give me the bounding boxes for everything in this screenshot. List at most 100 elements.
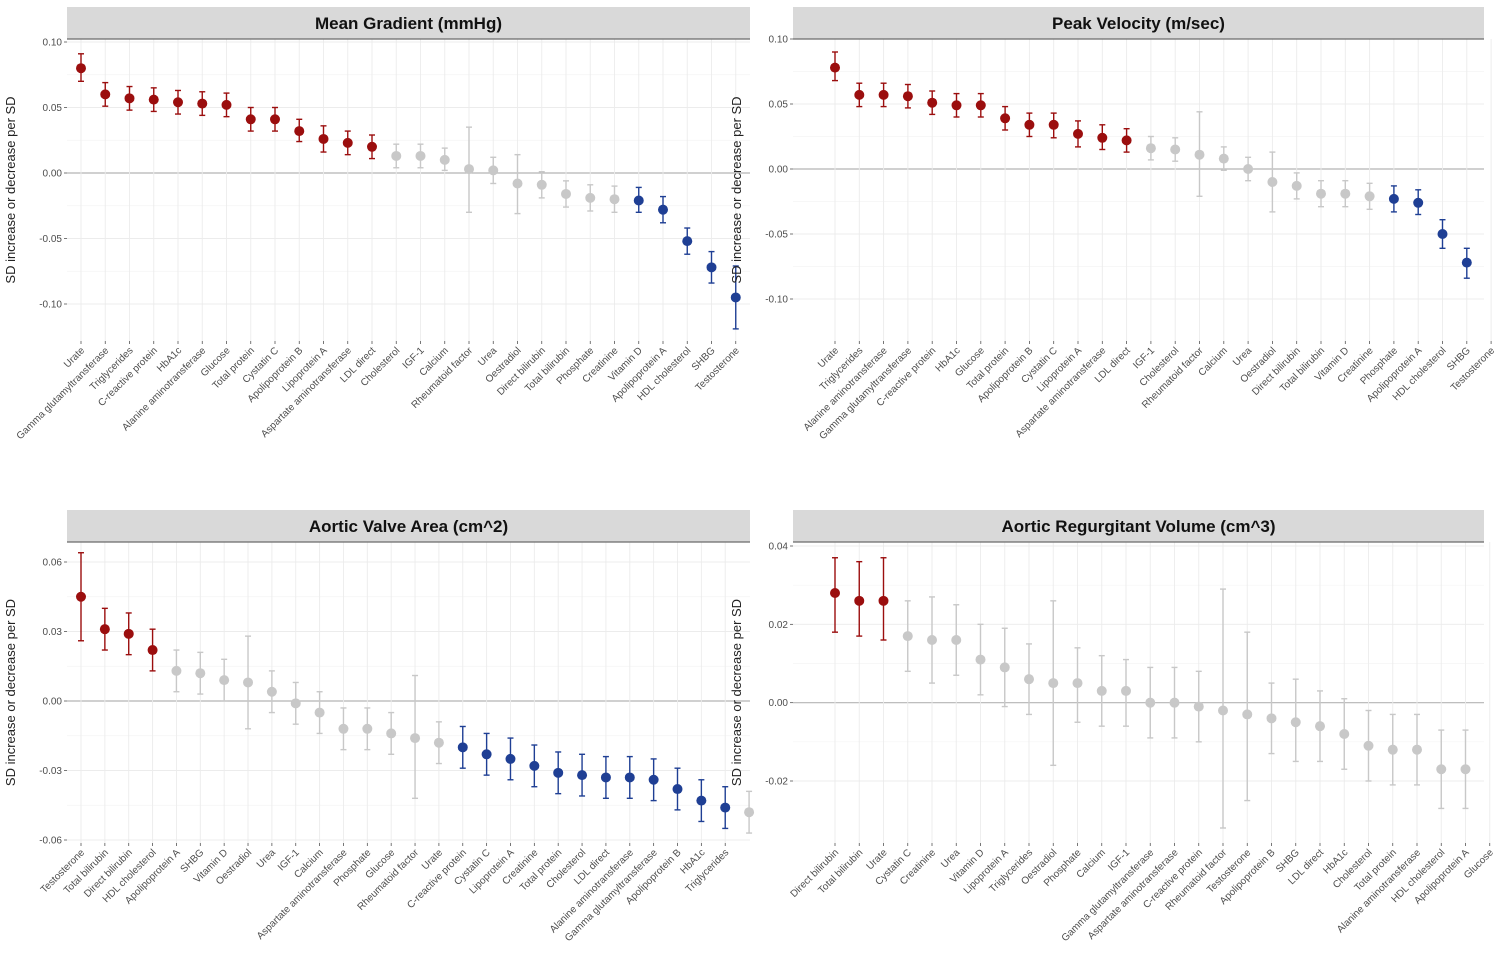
estimate-point-group xyxy=(830,51,840,82)
estimate-point xyxy=(1290,717,1301,728)
estimate-point xyxy=(391,150,402,161)
estimate-point xyxy=(633,195,644,206)
estimate-point-group xyxy=(1460,729,1471,810)
estimate-point-group xyxy=(1145,666,1156,739)
estimate-point xyxy=(1340,188,1351,199)
panel-title: Aortic Regurgitant Volume (cm^3) xyxy=(1001,517,1275,536)
estimate-point-group xyxy=(512,153,523,215)
chart-mean-gradient: Mean Gradient (mmHg) -0.10 -0.05 0.00 0.05 0.… xyxy=(3,7,750,442)
estimate-point-group xyxy=(902,83,913,109)
estimate-point xyxy=(830,588,840,598)
estimate-point xyxy=(553,767,564,778)
y-tick-label: -0.02 xyxy=(765,777,788,788)
estimate-point xyxy=(706,262,717,273)
estimate-point xyxy=(338,723,349,734)
estimate-point xyxy=(318,133,329,144)
y-axis-label: SD increase or decrease per SD xyxy=(3,599,18,786)
estimate-point xyxy=(1436,764,1447,775)
estimate-point-group xyxy=(1388,185,1399,213)
estimate-point xyxy=(1145,143,1156,154)
estimate-point xyxy=(561,188,571,199)
estimate-point-group xyxy=(1024,112,1035,138)
estimate-point xyxy=(1096,685,1107,696)
estimate-point xyxy=(1218,705,1228,716)
estimate-point-group xyxy=(648,758,659,802)
estimate-point-group xyxy=(830,557,840,633)
estimate-point xyxy=(505,753,516,764)
estimate-point xyxy=(730,292,741,303)
estimate-point xyxy=(1461,257,1472,268)
estimate-point-group xyxy=(1290,678,1301,763)
estimate-point-group xyxy=(1218,146,1229,172)
estimate-point-group xyxy=(221,92,232,118)
estimate-point-group xyxy=(147,628,158,672)
estimate-point xyxy=(878,89,889,100)
panel-mean-gradient: Mean Gradient (mmHg) -0.10 -0.05 0.00 0.05 0.… xyxy=(0,0,750,489)
estimate-point-group xyxy=(1315,690,1325,763)
estimate-point xyxy=(624,772,635,783)
estimate-point xyxy=(386,728,397,739)
estimate-point-group xyxy=(951,604,962,676)
estimate-point-group xyxy=(1387,713,1398,786)
estimate-point-group xyxy=(1169,666,1180,739)
estimate-point xyxy=(1073,128,1083,139)
estimate-point-group xyxy=(342,130,353,156)
y-tick-label: 0.10 xyxy=(43,38,63,49)
y-tick-label: 0.00 xyxy=(43,697,63,708)
estimate-point xyxy=(951,100,962,111)
estimate-point xyxy=(1291,180,1302,191)
estimate-point-group xyxy=(1437,218,1448,250)
estimate-point xyxy=(536,179,547,190)
estimate-point-group xyxy=(1436,729,1447,810)
estimate-point xyxy=(1024,119,1035,130)
estimate-point xyxy=(682,236,693,247)
estimate-point-group xyxy=(633,186,644,214)
estimate-point xyxy=(367,141,377,152)
estimate-point-group xyxy=(1316,179,1326,208)
estimate-point xyxy=(1170,144,1181,155)
estimate-point-group xyxy=(1266,682,1277,755)
estimate-point-group xyxy=(76,53,86,83)
panel-strip xyxy=(67,510,750,542)
plot-background xyxy=(793,542,1484,843)
estimate-point xyxy=(1363,740,1374,751)
estimate-point-group xyxy=(415,143,426,169)
estimate-point xyxy=(830,62,840,73)
estimate-point xyxy=(609,194,620,205)
estimate-point xyxy=(171,665,182,676)
estimate-point xyxy=(76,591,86,602)
estimate-point xyxy=(1266,713,1277,724)
estimate-point-group xyxy=(433,721,444,765)
estimate-point xyxy=(854,595,865,606)
estimate-point-group xyxy=(1363,709,1374,782)
y-tick-label: 0.03 xyxy=(43,627,63,638)
plot-background xyxy=(67,39,750,341)
estimate-point xyxy=(76,63,86,74)
estimate-point xyxy=(99,624,110,635)
y-axis-label: SD increase or decrease per SD xyxy=(3,96,18,283)
estimate-point-group xyxy=(585,184,596,212)
estimate-point xyxy=(975,100,986,111)
y-tick-label: -0.05 xyxy=(765,230,788,241)
estimate-point xyxy=(1460,764,1471,775)
estimate-point xyxy=(512,178,523,189)
estimate-point xyxy=(410,733,421,744)
estimate-point-group xyxy=(999,627,1010,708)
estimate-point-group xyxy=(171,649,182,693)
estimate-point-group xyxy=(362,707,373,751)
estimate-point xyxy=(173,97,183,108)
estimate-point xyxy=(221,99,232,110)
estimate-point xyxy=(744,807,755,818)
estimate-point-group xyxy=(730,265,741,330)
y-tick-label: -0.03 xyxy=(39,766,62,777)
plot-background xyxy=(793,39,1484,341)
estimate-point xyxy=(439,154,450,165)
estimate-point xyxy=(600,772,611,783)
y-tick-label: 0.02 xyxy=(769,620,789,631)
panel-aortic-valve-area: Aortic Valve Area (cm^2) -0.06 -0.03 0.00 0.… xyxy=(0,489,755,978)
estimate-point xyxy=(1000,113,1011,124)
estimate-point-group xyxy=(439,147,450,172)
estimate-point xyxy=(854,89,865,100)
estimate-point-group xyxy=(1412,713,1422,786)
y-tick-label: 0.04 xyxy=(769,542,789,553)
